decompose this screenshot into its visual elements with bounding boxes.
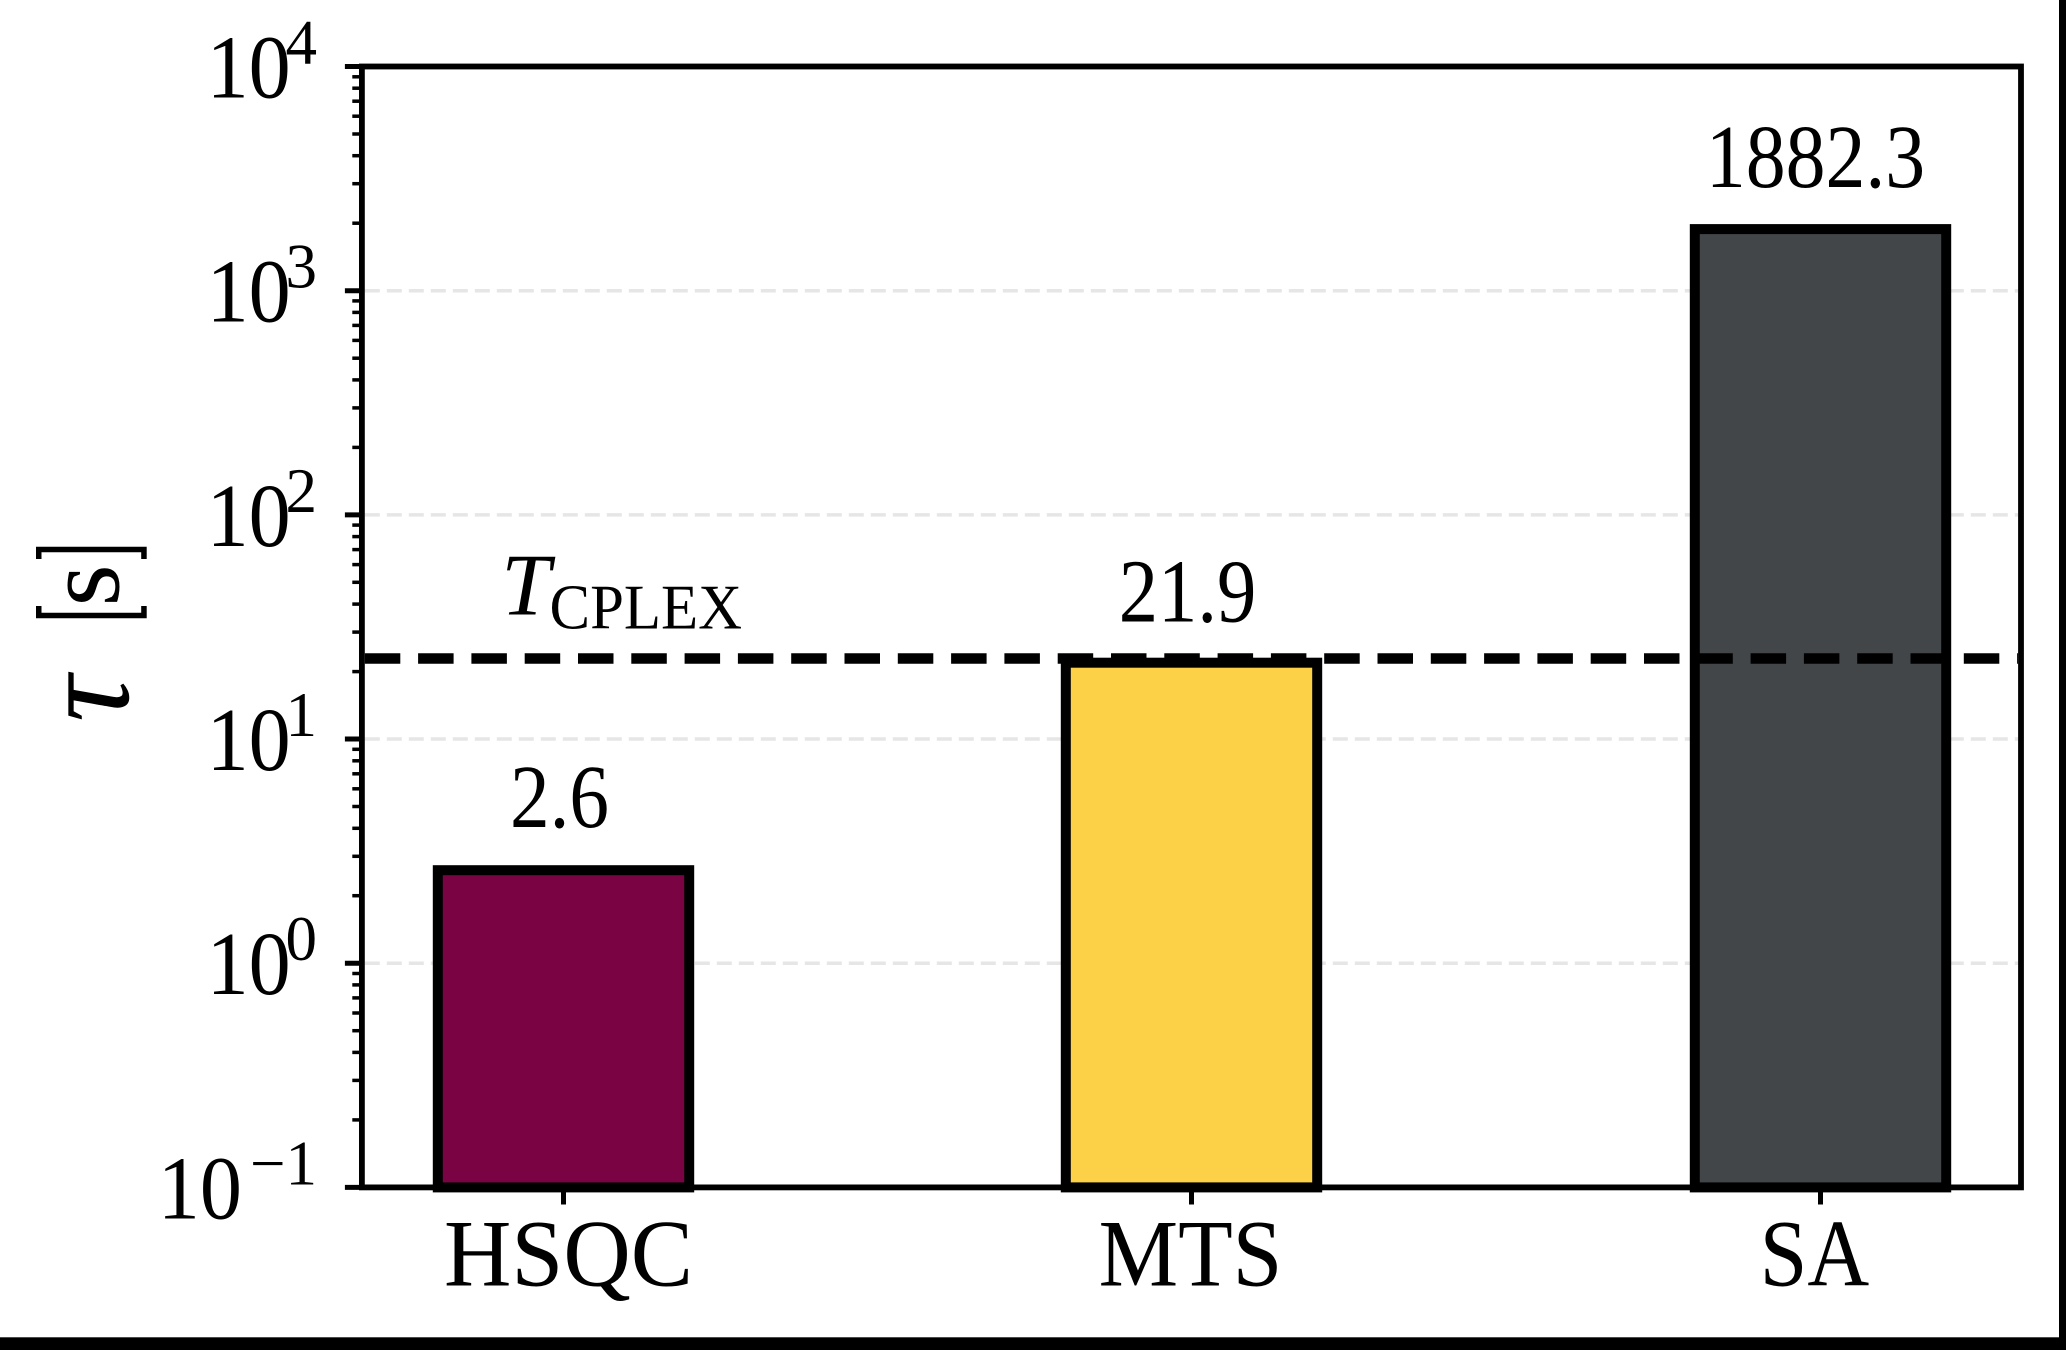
svg-text:3: 3: [286, 232, 318, 302]
svg-text:10: 10: [207, 19, 291, 118]
svg-text:2.6: 2.6: [510, 748, 609, 847]
svg-text:HSQC: HSQC: [444, 1201, 693, 1307]
svg-text:T: T: [501, 537, 556, 634]
svg-text:4: 4: [286, 8, 318, 78]
svg-text:s: s: [24, 564, 143, 606]
svg-text:CPLEX: CPLEX: [550, 572, 743, 643]
svg-text:−1: −1: [250, 1128, 317, 1198]
svg-text:10: 10: [207, 915, 291, 1014]
svg-text:MTS: MTS: [1099, 1201, 1283, 1307]
svg-text:10: 10: [207, 243, 291, 342]
svg-text:10: 10: [207, 691, 291, 790]
svg-text:0: 0: [286, 904, 318, 974]
svg-text:10: 10: [207, 467, 291, 566]
svg-text:SA: SA: [1760, 1201, 1869, 1307]
svg-text:2: 2: [286, 456, 318, 526]
svg-text:τ: τ: [13, 671, 157, 722]
svg-text:1: 1: [286, 680, 318, 750]
svg-text:10: 10: [158, 1139, 242, 1238]
svg-text:1882.3: 1882.3: [1706, 108, 1925, 207]
svg-text:21.9: 21.9: [1119, 543, 1257, 642]
